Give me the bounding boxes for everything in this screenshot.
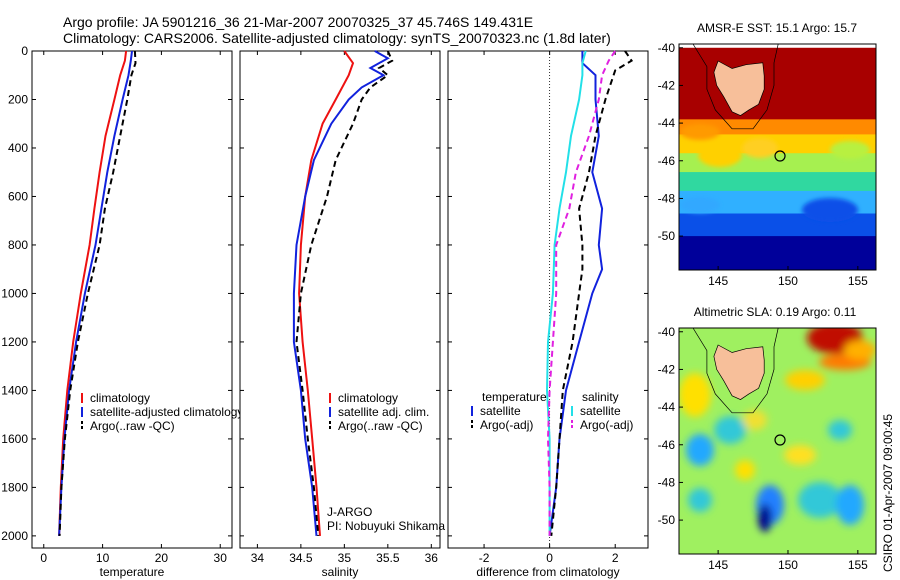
map-y-tick-label: -42 <box>658 78 676 92</box>
sst-band <box>679 172 876 192</box>
series-line-satellite-adj-clim- <box>292 50 390 536</box>
y-tick-label: 1400 <box>1 383 28 397</box>
y-tick-label: 400 <box>8 141 28 155</box>
legend-label: climatology <box>338 391 398 405</box>
series-line-argo-adj- <box>546 50 617 536</box>
tasmania-land <box>713 344 765 400</box>
shelf-contour <box>692 328 779 414</box>
sst-field <box>679 47 876 270</box>
legend-label: Argo(..raw -QC) <box>338 419 423 433</box>
argo-float-marker <box>774 150 786 162</box>
x-axis-label: temperature <box>100 565 165 579</box>
y-tick-label: 200 <box>8 92 28 106</box>
x-tick-label: 35.5 <box>376 551 400 565</box>
sst-warm-patches <box>680 124 870 222</box>
map-y-tick-label: -50 <box>658 229 676 243</box>
map-y-tick-label: -42 <box>658 362 676 376</box>
plot-frame <box>239 50 441 549</box>
tasmania-land <box>713 60 765 116</box>
sla-map-title: Altimetric SLA: 0.19 Argo: 0.11 <box>694 305 857 319</box>
x-tick-label: 0 <box>546 551 553 565</box>
legend-header: temperature <box>482 390 547 404</box>
map-x-tick-label: 145 <box>708 274 728 288</box>
series-line-satellite <box>548 51 604 537</box>
legend-label: satellite <box>580 404 621 418</box>
timestamp-stamp: CSIRO 01-Apr-2007 09:00:45 <box>881 414 895 572</box>
temperature-panel: 0 10 20 30 0 200 400 600 800 1000 1200 1400 1600 1800… <box>1 44 243 579</box>
credit-line1: J-ARGO <box>327 505 372 519</box>
map-y-tick-label: -40 <box>658 325 676 339</box>
map-y-tick-label: -50 <box>658 513 676 527</box>
x-tick-label: 35 <box>338 551 352 565</box>
sst-map-axes: 145 150 155 -40 -42 -44 -46 -48 -50 <box>658 41 869 288</box>
legend-label: satellite-adjusted climatology <box>90 405 243 419</box>
sla-map-frame <box>678 327 877 555</box>
y-tick-label: 2000 <box>1 529 28 543</box>
x-tick-label: 2 <box>612 551 619 565</box>
x-axis-label: difference from climatology <box>476 565 619 579</box>
legend-label: climatology <box>90 391 150 405</box>
x-tick-label: 34 <box>251 551 265 565</box>
sst-band <box>679 47 876 106</box>
map-x-tick-label: 155 <box>848 274 868 288</box>
map-x-tick-label: 145 <box>708 558 728 572</box>
y-tick-label: 0 <box>21 44 28 58</box>
series-line-climatology <box>58 50 128 536</box>
series-line-climatology <box>298 50 355 536</box>
x-tick-label: 20 <box>155 551 169 565</box>
sst-map-title: AMSR-E SST: 15.1 Argo: 15.7 <box>697 21 857 35</box>
shelf-contour <box>692 44 779 130</box>
map-y-tick-label: -48 <box>658 475 676 489</box>
x-axis-label: salinity <box>322 565 359 579</box>
y-tick-label: 800 <box>8 238 28 252</box>
credit-line2: PI: Nobuyuki Shikama <box>327 519 445 533</box>
salinity-panel: 34 34.5 35 35.5 36 salinity climatologysatelli… <box>239 50 441 579</box>
map-y-tick-label: -46 <box>658 438 676 452</box>
x-tick-label: 0 <box>40 551 47 565</box>
legend-label: Argo(..raw -QC) <box>90 419 175 433</box>
map-y-tick-label: -48 <box>658 191 676 205</box>
x-tick-label: 30 <box>214 551 228 565</box>
legend-label: satellite <box>480 404 521 418</box>
series-line-argo-raw-qc- <box>295 50 394 536</box>
sla-anomaly-blobs <box>679 328 876 532</box>
y-tick-label: 1800 <box>1 480 28 494</box>
figure-title-line2: Climatology: CARS2006. Satellite-adjuste… <box>63 30 611 46</box>
legend-label: satellite adj. clim. <box>338 405 429 419</box>
x-tick-label: -2 <box>479 551 490 565</box>
sst-band <box>679 119 876 136</box>
map-y-tick-label: -44 <box>658 116 676 130</box>
x-tick-label: 34.5 <box>289 551 313 565</box>
legend-label: Argo(-adj) <box>580 418 633 432</box>
map-x-tick-label: 150 <box>778 558 798 572</box>
legend-label: Argo(-adj) <box>480 418 533 432</box>
y-tick-label: 600 <box>8 189 28 203</box>
map-y-tick-label: -46 <box>658 154 676 168</box>
x-tick-label: 36 <box>425 551 439 565</box>
map-x-tick-label: 155 <box>848 558 868 572</box>
figure-title-line1: Argo profile: JA 5901216_36 21-Mar-2007 … <box>63 14 533 30</box>
sla-map-axes: 145 150 155 -40 -42 -44 -46 -48 -50 <box>658 325 869 572</box>
x-tick-label: 10 <box>96 551 110 565</box>
argo-float-marker <box>774 434 786 446</box>
map-y-tick-label: -44 <box>658 400 676 414</box>
series-line-argo-adj- <box>550 50 634 537</box>
y-tick-label: 1600 <box>1 432 28 446</box>
y-tick-label: 1000 <box>1 286 28 300</box>
series-line-satellite-adjusted-climatology <box>58 50 133 536</box>
map-y-tick-label: -40 <box>658 41 676 55</box>
sst-band <box>679 236 876 270</box>
plot-frame <box>31 50 233 549</box>
plot-frame <box>447 50 649 549</box>
map-x-tick-label: 150 <box>778 274 798 288</box>
sst-map-frame <box>678 43 877 271</box>
sst-map: AMSR-E SST: 15.1 Argo: 15.7 145 150 155 -40… <box>658 21 877 288</box>
sla-map: Altimetric SLA: 0.19 Argo: 0.11 <box>658 305 877 572</box>
legend-header: salinity <box>582 390 619 404</box>
sst-band <box>679 104 876 121</box>
y-tick-label: 1200 <box>1 335 28 349</box>
